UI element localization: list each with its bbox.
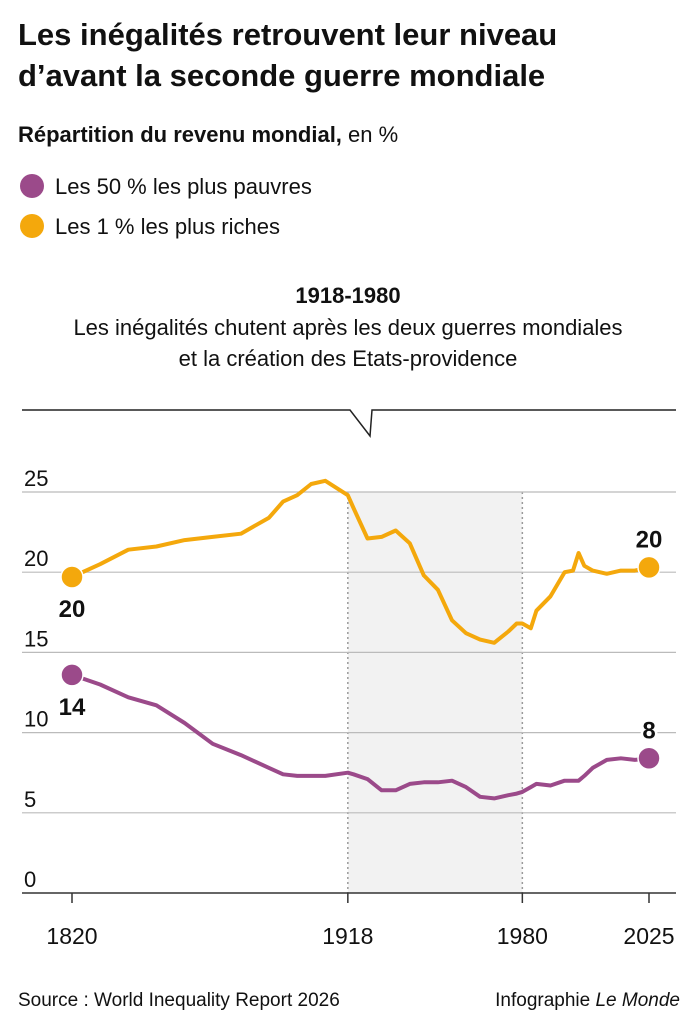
credit-text: Infographie [495,990,590,1011]
y-tick-label: 0 [24,867,36,892]
y-tick-label: 20 [24,546,48,571]
unit: en % [348,122,398,147]
end-marker [637,746,661,771]
credit-name: Le Monde [595,990,680,1011]
chart-title: d’avant la seconde guerre mondiale [18,58,545,93]
annotation-text: et la création des Etats-providence [179,346,518,371]
y-tick-label: 25 [24,466,48,491]
highlight-band [347,492,523,893]
legend-label: Les 1 % les plus riches [55,214,280,239]
annotation-bracket [22,409,676,439]
subtitle-text: Répartition du revenu mondial, [18,122,342,147]
series-line [70,478,651,645]
x-tick-label: 1820 [46,923,97,949]
end-marker [60,565,84,589]
x-tick-label: 1980 [497,923,548,949]
legend-label: Les 50 % les plus pauvres [55,174,312,199]
annotation-text: Les inégalités chutent après les deux gu… [73,315,622,340]
source: Source : World Inequality Report 2026 [18,990,340,1011]
legend-swatch [20,214,44,238]
y-tick-label: 5 [24,787,36,812]
value-label: 20 [59,596,86,623]
y-tick-label: 10 [24,707,48,732]
chart-title: Les inégalités retrouvent leur niveau [18,17,557,52]
legend-swatch [20,174,44,198]
value-label: 14 [59,694,86,721]
value-label: 20 [636,526,663,553]
end-marker [60,663,84,687]
y-tick-label: 15 [24,626,48,651]
x-tick-label: 2025 [623,923,674,949]
x-tick-label: 1918 [322,923,373,949]
annotation-title: 1918-1980 [295,283,400,308]
series-line [70,672,651,801]
value-label: 8 [642,717,655,744]
credit: Infographie Le Monde [495,990,680,1011]
end-marker [637,555,661,580]
subtitle: Répartition du revenu mondial, en % [18,122,398,147]
